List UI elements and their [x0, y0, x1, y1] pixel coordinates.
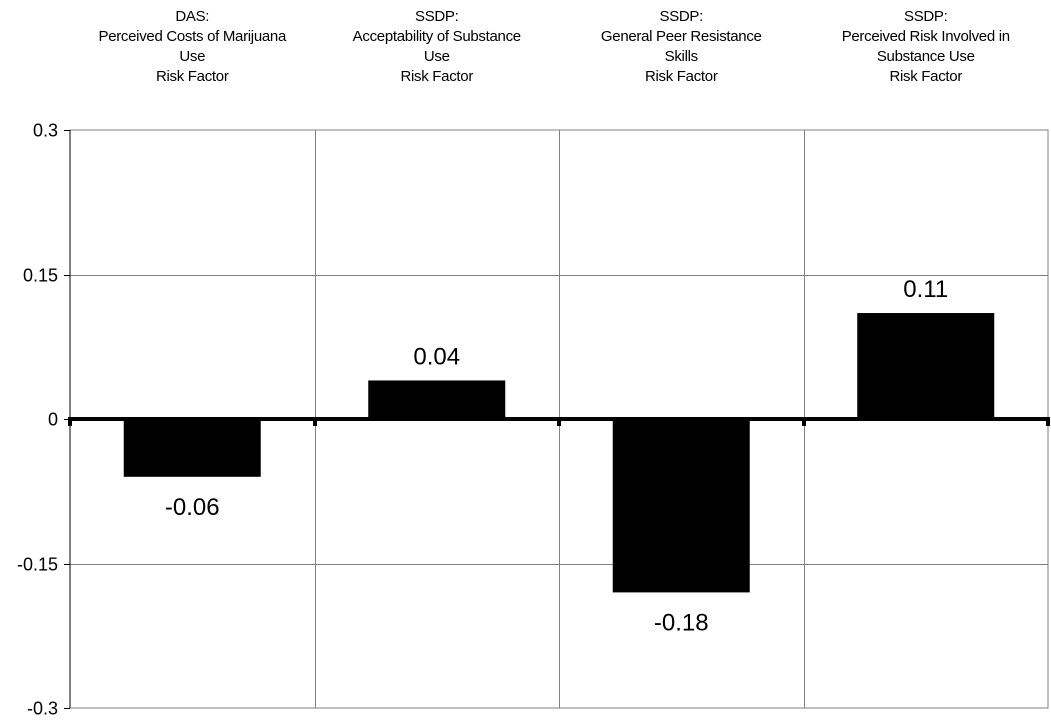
bars: [123, 313, 995, 593]
axes: [64, 130, 1050, 709]
category-label-line: Skills: [665, 48, 698, 65]
category-label-line: SSDP:: [415, 8, 459, 25]
x-tick: [557, 417, 561, 426]
category-label-line: Risk Factor: [645, 68, 718, 85]
x-tick: [68, 417, 72, 426]
category-label-line: Risk Factor: [400, 68, 473, 85]
labels: 0.3 0.15 0 -0.15 -0.3 -0.06 0.04 -0.18 0.11 DAS: P…: [17, 8, 1010, 719]
category-label-line: SSDP:: [904, 8, 948, 25]
x-tick: [802, 417, 806, 426]
x-tick: [1046, 417, 1050, 426]
data-label: -0.18: [654, 609, 709, 636]
bar: [368, 380, 506, 419]
category-label-line: DAS:: [175, 8, 209, 25]
x-tick: [313, 417, 317, 426]
y-tick-label: -0.3: [27, 699, 58, 719]
category-label-line: Substance Use: [877, 48, 975, 65]
data-label: -0.06: [165, 494, 220, 521]
category-label-line: Use: [424, 48, 450, 65]
y-tick-label: -0.15: [17, 555, 58, 575]
category-label-line: Use: [179, 48, 205, 65]
category-label-line: Risk Factor: [156, 68, 229, 85]
data-label: 0.11: [903, 276, 948, 303]
category-label-line: SSDP:: [659, 8, 703, 25]
category-label-line: Perceived Costs of Marijuana: [98, 28, 286, 45]
category-label-line: Risk Factor: [889, 68, 962, 85]
category-label-line: Acceptability of Substance: [353, 28, 521, 45]
category-label-line: General Peer Resistance: [601, 28, 762, 45]
category-label: SSDP: Perceived Risk Involved in Substance…: [842, 8, 1010, 85]
bar: [123, 419, 261, 477]
y-tick-label: 0.15: [23, 266, 58, 286]
bar: [612, 419, 750, 593]
category-label: DAS: Perceived Costs of Marijuana Use Risk …: [98, 8, 286, 85]
bar: [857, 313, 995, 419]
y-tick-label: 0: [48, 410, 58, 430]
y-tick-label: 0.3: [33, 121, 58, 141]
category-label-line: Perceived Risk Involved in: [842, 28, 1010, 45]
category-label: SSDP: General Peer Resistance Skills Risk F…: [601, 8, 762, 85]
data-label: 0.04: [413, 343, 460, 370]
category-label: SSDP: Acceptability of Substance Use Risk F…: [353, 8, 521, 85]
